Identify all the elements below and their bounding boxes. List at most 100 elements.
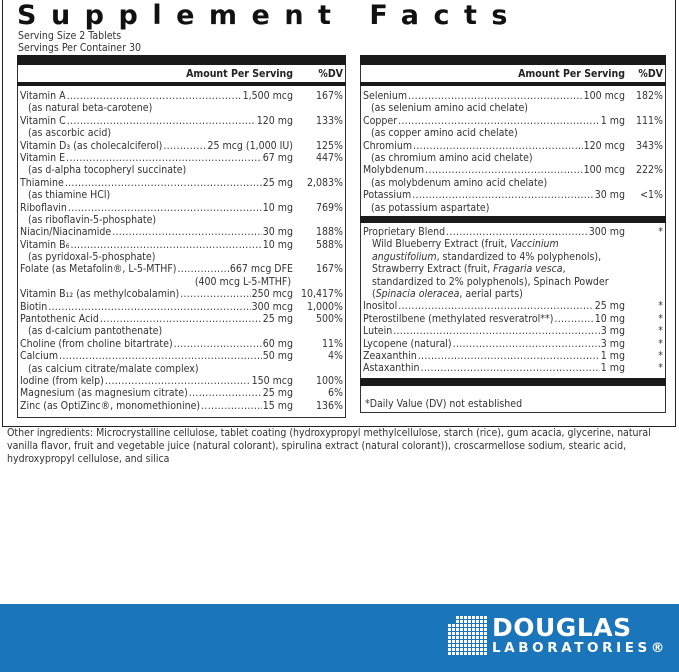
nutrient-row: Calcium 50 mg 4% [18, 350, 345, 362]
nutrient-dv: 188% [315, 226, 343, 239]
nutrient-amount: 3 mg [600, 325, 625, 338]
nutrient-name: Zeaxanthin [363, 349, 417, 362]
nutrient-dv: 125% [315, 139, 343, 152]
nutrient-row: Choline (from choline bitartrate) 60 mg … [18, 338, 345, 350]
nutrient-amount: 30 mg [594, 189, 625, 202]
nutrient-amount: 3 mg [600, 337, 625, 350]
nutrient-source: (400 mcg L-5-MTHF) [194, 275, 291, 288]
nutrient-dv: 222% [635, 164, 663, 177]
nutrient-amount: 25 mg [262, 176, 293, 189]
nutrient-name: Inositol [363, 300, 398, 313]
nutrient-row: Lycopene (natural) 3 mg * [361, 338, 665, 350]
nutrient-row: Thiamine 25 mg 2,083% [18, 177, 345, 189]
dot-leader [59, 350, 262, 362]
nutrient-dv: * [658, 337, 663, 350]
dot-leader [100, 313, 262, 325]
nutrient-row: Folate (as Metafolin®, L-5-MTHF) 667 mcg… [18, 263, 345, 275]
nutrient-name: Choline (from choline bitartrate) [20, 337, 173, 350]
nutrient-name: Vitamin B₁₂ (as methylcobalamin) [20, 288, 180, 301]
dot-leader [453, 338, 600, 350]
dot-leader [189, 387, 262, 399]
nutrient-name: Astaxanthin [363, 362, 420, 375]
nutrient-row: Magnesium (as magnesium citrate) 25 mg 6… [18, 387, 345, 399]
nutrient-dv: <1% [640, 189, 663, 202]
nutrient-amount: 300 mg [588, 225, 625, 238]
nutrient-amount: 67 mg [262, 151, 293, 164]
nutrient-row: Proprietary Blend 300 mg * [361, 226, 665, 238]
nutrient-name: Zinc (as OptiZinc®, monomethionine) [20, 399, 201, 412]
nutrient-dv: 11% [322, 337, 343, 350]
nutrient-name: Vitamin B₆ [20, 238, 70, 251]
nutrient-dv: 111% [635, 114, 663, 127]
nutrient-source: (as copper amino acid chelate) [371, 127, 518, 140]
nutrient-name: Proprietary Blend [363, 225, 446, 238]
nutrient-dv: 447% [315, 151, 343, 164]
nutrient-name: Lycopene (natural) [363, 337, 452, 350]
divider-bar [17, 55, 346, 65]
divider-bar [360, 55, 666, 65]
dot-leader [177, 263, 228, 275]
blend-text-part: , aerial parts) [459, 287, 523, 300]
nutrient-row: Vitamin A 1,500 mcg 167% [18, 90, 345, 102]
nutrient-row: Vitamin C 120 mg 133% [18, 115, 345, 127]
dot-leader [446, 226, 588, 238]
nutrient-source: (as d-alpha tocopheryl succinate) [28, 164, 187, 177]
dot-leader [70, 239, 261, 251]
nutrient-row: Astaxanthin 1 mg * [361, 362, 665, 374]
nutrient-amount: 150 mcg [251, 374, 293, 387]
nutrient-row: Iodine (from kelp) 150 mcg 100% [18, 375, 345, 387]
column-header: Amount Per Serving %DV [18, 65, 345, 82]
nutrient-row: Vitamin B₁₂ (as methylcobalamin) 250 mcg… [18, 288, 345, 300]
dot-leader [48, 301, 250, 313]
dot-leader [201, 400, 262, 412]
dot-leader [425, 164, 582, 176]
dot-leader [66, 152, 262, 164]
nutrient-dv: 4% [328, 350, 343, 363]
nutrient-row: Vitamin B₆ 10 mg 588% [18, 239, 345, 251]
nutrient-source: (as d-calcium pantothenate) [28, 325, 163, 338]
nutrient-amount: 1 mg [600, 349, 625, 362]
blend-text-part: Spinacia oleracea [375, 287, 460, 300]
dot-leader [67, 115, 256, 127]
nutrient-amount: 25 mcg (1,000 IU) [207, 139, 293, 152]
nutrient-name: Folate (as Metafolin®, L-5-MTHF) [20, 263, 177, 276]
nutrient-source: (as molybdenum amino acid chelate) [371, 176, 548, 189]
douglas-laboratories-logo: DOUGLAS LABORATORIES® [448, 613, 668, 656]
panel-title: Supplement Facts [17, 0, 522, 31]
nutrient-dv: 6% [328, 387, 343, 400]
brand-line1: DOUGLAS [492, 613, 632, 642]
nutrient-dv: 588% [315, 238, 343, 251]
nutrient-row: Zeaxanthin 1 mg * [361, 350, 665, 362]
mineral-list: Selenium 100 mcg 182%(as selenium amino … [361, 86, 665, 214]
nutrient-name: Chromium [363, 139, 413, 152]
dot-leader [65, 177, 262, 189]
nutrient-row: Biotin 300 mcg 1,000% [18, 301, 345, 313]
nutrient-name: Molybdenum [363, 164, 425, 177]
brand-band: DOUGLAS LABORATORIES® [0, 604, 679, 672]
blend-ingredients: Wild Blueberry Extract (fruit, Vaccinium… [361, 238, 621, 300]
dot-leader [421, 362, 600, 374]
column-header: Amount Per Serving %DV [361, 65, 665, 82]
nutrient-dv: * [658, 362, 663, 375]
nutrient-amount: 25 mg [262, 387, 293, 400]
footnote: *Daily Value (DV) not established [365, 397, 523, 410]
dot-leader [180, 288, 250, 300]
nutrient-amount: 50 mg [262, 350, 293, 363]
nutrient-dv: 167% [315, 90, 343, 102]
nutrient-dv: * [658, 225, 663, 238]
nutrient-row: Riboflavin 10 mg 769% [18, 202, 345, 214]
nutrient-source: (as selenium amino acid chelate) [371, 102, 528, 115]
dot-leader [68, 202, 262, 214]
nutrient-dv: 182% [635, 90, 663, 102]
nutrient-name: Lutein [363, 325, 393, 338]
right-column: Amount Per Serving %DV Selenium 100 mcg … [360, 55, 666, 413]
nutrient-name: Thiamine [20, 176, 64, 189]
blend-section: Proprietary Blend 300 mg * Wild Blueberr… [361, 223, 665, 375]
nutrient-amount: 1,500 mcg [242, 90, 293, 102]
logo-grid-icon [448, 616, 487, 655]
nutrient-row: Pantothenic Acid 25 mg 500% [18, 313, 345, 325]
nutrient-name: Calcium [20, 350, 59, 363]
blend-text-part: Wild Blueberry Extract (fruit, [372, 238, 511, 251]
nutrient-name: Potassium [363, 189, 412, 202]
nutrient-amount: 25 mg [262, 313, 293, 326]
